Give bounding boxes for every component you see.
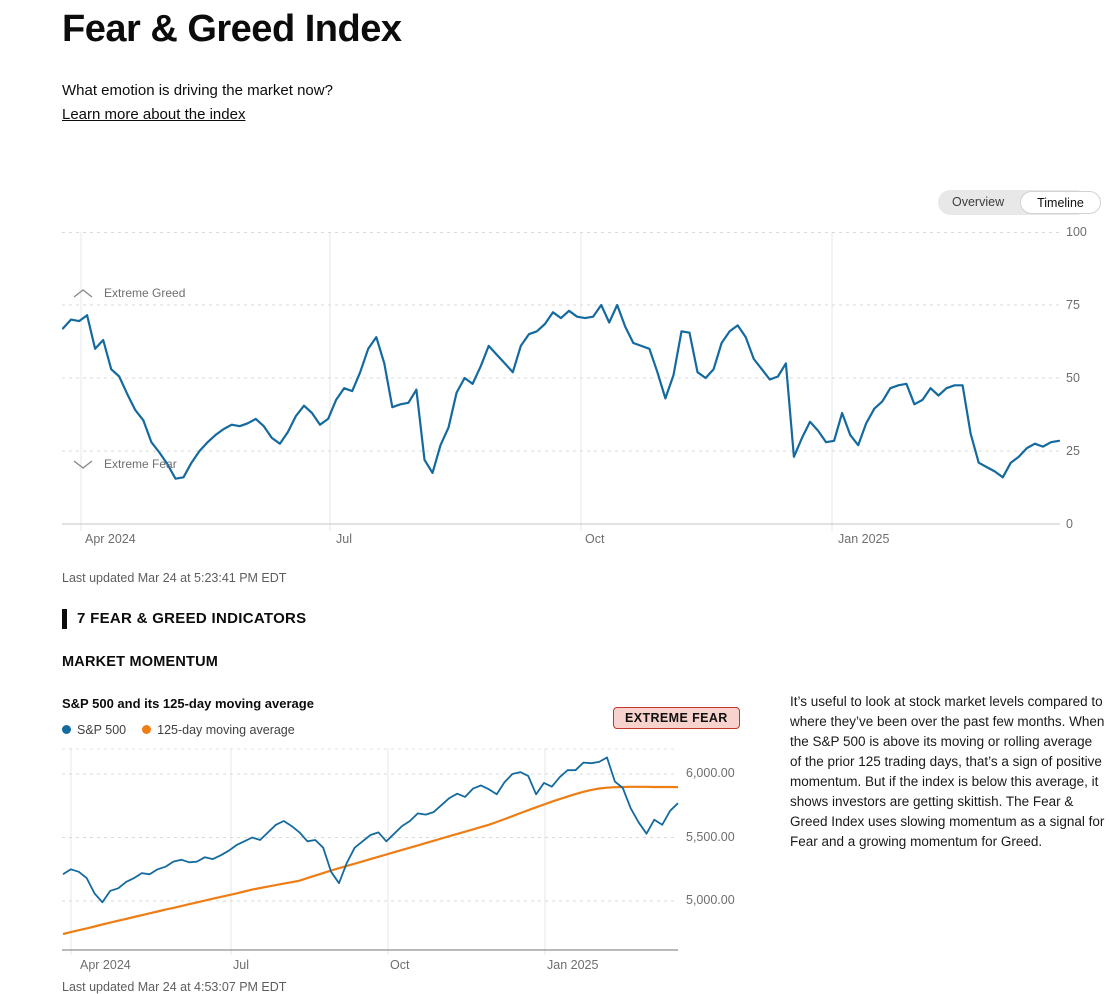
x2-tick-jul: Jul [233, 958, 249, 972]
sp500-legend-label: S&P 500 [77, 723, 127, 737]
extreme-greed-zone-label: Extreme Greed [72, 286, 185, 300]
fear-greed-index-line [62, 303, 1060, 480]
chevron-up-icon [73, 289, 93, 298]
y-tick-5000: 5,000.00 [686, 893, 735, 907]
legend-item-ma: 125-day moving average [142, 723, 295, 737]
legend-item-sp500: S&P 500 [62, 723, 126, 737]
momentum-rating-badge: EXTREME FEAR [613, 707, 740, 729]
x2-tick-oct: Oct [390, 958, 410, 972]
chevron-down-icon [73, 460, 93, 469]
toggle-option-timeline[interactable]: Timeline [1020, 191, 1101, 214]
section-accent-bar [62, 609, 67, 629]
y-tick-100: 100 [1066, 225, 1087, 239]
x2-tick-apr2024: Apr 2024 [80, 958, 131, 972]
y-tick-0: 0 [1066, 517, 1073, 531]
sp500-price-line [62, 756, 679, 904]
y-tick-25: 25 [1066, 444, 1080, 458]
momentum-description: It’s useful to look at stock market leve… [790, 694, 1105, 849]
y-tick-75: 75 [1066, 298, 1080, 312]
ma-legend-label: 125-day moving average [157, 723, 295, 737]
y-tick-6000: 6,000.00 [686, 766, 735, 780]
x-tick-apr2024: Apr 2024 [85, 532, 136, 546]
extreme-fear-zone-label: Extreme Fear [72, 457, 177, 471]
page-subtitle: What emotion is driving the market now? [62, 82, 333, 99]
sp500-chart[interactable] [62, 748, 682, 956]
x-tick-oct: Oct [585, 532, 605, 546]
ma-legend-dot [142, 725, 152, 734]
y-tick-5500: 5,500.00 [686, 830, 735, 844]
extreme-fear-text: Extreme Fear [104, 457, 177, 471]
x-tick-jul: Jul [336, 532, 352, 546]
fear-greed-timeline-chart[interactable] [62, 232, 1060, 534]
view-toggle: Overview Timeline [938, 190, 1101, 215]
page-title: Fear & Greed Index [62, 8, 402, 50]
sp500-chart-title: S&P 500 and its 125-day moving average [62, 696, 314, 711]
timeline-last-updated: Last updated Mar 24 at 5:23:41 PM EDT [62, 571, 287, 585]
sp500-chart-svg [62, 748, 679, 955]
ma-125-line [62, 785, 679, 936]
sp500-legend-dot [62, 725, 71, 734]
learn-more-link[interactable]: Learn more about the index [62, 106, 246, 123]
toggle-option-overview[interactable]: Overview [952, 195, 1005, 209]
timeline-chart-svg [62, 232, 1060, 531]
x-tick-jan2025: Jan 2025 [838, 532, 890, 546]
market-momentum-title: MARKET MOMENTUM [62, 654, 219, 670]
x2-tick-jan2025: Jan 2025 [547, 958, 599, 972]
indicators-header: 7 FEAR & GREED INDICATORS [77, 610, 307, 627]
sp500-chart-legend: S&P 500 125-day moving average [62, 723, 295, 737]
sp500-last-updated: Last updated Mar 24 at 4:53:07 PM EDT [62, 980, 287, 994]
y-tick-50: 50 [1066, 371, 1080, 385]
extreme-greed-text: Extreme Greed [104, 286, 186, 300]
